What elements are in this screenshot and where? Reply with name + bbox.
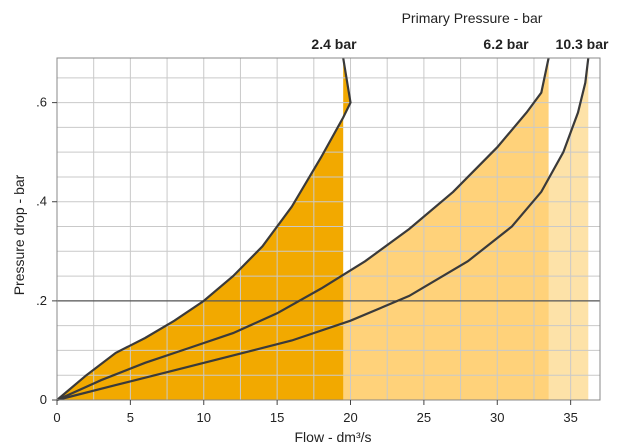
- x-tick-label: 30: [490, 410, 504, 425]
- x-tick-label: 20: [343, 410, 357, 425]
- series-curve-group: [56, 57, 590, 402]
- y-tick-label: .2: [36, 293, 47, 308]
- chart-title: Primary Pressure - bar: [402, 10, 543, 26]
- x-tick-label: 0: [53, 410, 60, 425]
- series-label-6-2-bar: 6.2 bar: [483, 36, 529, 52]
- y-axis-label: Pressure drop - bar: [11, 174, 27, 295]
- series-fill: [57, 58, 549, 400]
- x-tick-label: 35: [563, 410, 577, 425]
- series-label-10-3-bar: 10.3 bar: [556, 36, 609, 52]
- x-tick-label: 15: [270, 410, 284, 425]
- y-tick-label: .4: [36, 194, 47, 209]
- series-curve: [56, 57, 352, 401]
- series-curve: [56, 57, 590, 402]
- x-tick-label: 5: [127, 410, 134, 425]
- grid-lines: [57, 58, 600, 400]
- x-tick-label: 10: [197, 410, 211, 425]
- series-curve: [56, 57, 550, 402]
- series-label-2-4-bar: 2.4 bar: [311, 36, 357, 52]
- x-tick-label: 25: [417, 410, 431, 425]
- y-tick-label: .6: [36, 95, 47, 110]
- x-axis-label: Flow - dm³/s: [295, 429, 372, 445]
- axes: [52, 57, 601, 405]
- plot-frame: [56, 57, 601, 401]
- tick-labels: 0 5 10 15 20 25 30 35 0 .2 .4 .6: [36, 95, 578, 425]
- y-tick-label: 0: [40, 392, 47, 407]
